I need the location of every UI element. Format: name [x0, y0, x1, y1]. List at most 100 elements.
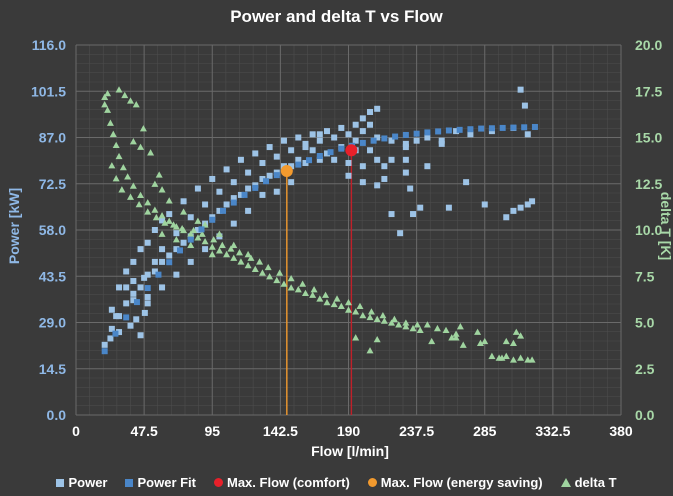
delta-t-point	[201, 237, 209, 245]
y-left-tick-label: 87.0	[39, 130, 66, 146]
power-fit-point	[263, 178, 270, 185]
power-point	[173, 230, 180, 237]
x-tick-label: 0	[72, 423, 80, 439]
power-point	[259, 191, 266, 198]
delta-t-point	[280, 280, 288, 287]
delta-t-point	[210, 236, 218, 243]
power-point	[359, 128, 366, 135]
power-fit-point	[144, 285, 151, 292]
power-point	[144, 293, 151, 300]
power-point	[108, 325, 115, 332]
power-point	[316, 131, 323, 138]
power-point	[273, 188, 280, 195]
power-fit-point	[531, 123, 538, 130]
power-fit-point	[478, 125, 485, 132]
power-point	[187, 214, 194, 221]
delta-t-point	[476, 339, 484, 346]
power-point	[438, 137, 445, 144]
power-fit-point	[445, 127, 452, 134]
power-point	[141, 274, 148, 281]
delta-t-point	[352, 334, 360, 341]
y-right-tick-label: 2.5	[635, 361, 655, 377]
power-point	[424, 134, 431, 141]
power-point	[352, 137, 359, 144]
power-point	[173, 271, 180, 278]
power-point	[374, 156, 381, 163]
power-point	[521, 102, 528, 109]
delta-t-point	[124, 173, 132, 180]
delta-t-point	[301, 289, 309, 297]
power-point	[259, 160, 266, 167]
power-point	[413, 137, 420, 144]
delta-t-point	[395, 321, 403, 328]
legend: Power Power Fit Max. Flow (comfort) Max. Fl…	[0, 474, 673, 491]
legend-label: Power	[68, 475, 108, 490]
power-point	[116, 284, 123, 291]
delta-t-point	[416, 326, 424, 334]
power-fit-point	[521, 124, 528, 131]
delta-t-point	[144, 199, 152, 206]
delta-t-point	[287, 274, 295, 282]
power-fit-point	[338, 145, 345, 152]
delta-t-point	[172, 223, 180, 230]
delta-t-point	[147, 149, 155, 156]
delta-t-point	[402, 319, 410, 326]
power-point	[524, 201, 531, 208]
power-fit-point	[295, 161, 302, 168]
power-point	[359, 163, 366, 170]
legend-square-icon	[125, 478, 134, 487]
delta-t-point	[512, 328, 520, 335]
delta-t-point	[112, 175, 120, 182]
delta-t-point	[509, 339, 517, 346]
power-fit-point	[499, 124, 506, 131]
delta-t-point	[194, 217, 202, 224]
delta-t-point	[433, 324, 441, 332]
power-point	[194, 185, 201, 192]
power-point	[524, 131, 531, 138]
power-point	[309, 131, 316, 138]
y-right-tick-label: 10.0	[635, 222, 662, 238]
power-point	[266, 144, 273, 151]
delta-t-point	[152, 213, 160, 221]
power-point	[381, 163, 388, 170]
power-point	[388, 156, 395, 163]
power-point	[374, 182, 381, 189]
power-point	[338, 124, 345, 131]
legend-item: Power	[56, 474, 107, 491]
delta-t-point	[345, 299, 352, 306]
power-fit-point	[133, 299, 140, 306]
x-tick-label: 237.5	[399, 423, 434, 439]
delta-t-point	[367, 308, 375, 315]
y-right-tick-label: 5.0	[635, 315, 655, 331]
power-point	[517, 204, 524, 211]
delta-t-point	[258, 269, 266, 276]
power-point	[323, 128, 330, 135]
delta-t-point	[448, 334, 456, 341]
power-point	[141, 309, 148, 316]
delta-t-point	[178, 225, 186, 232]
legend-label: Max. Flow (energy saving)	[380, 475, 543, 490]
delta-t-point	[104, 89, 112, 97]
delta-t-point	[409, 324, 417, 332]
power-point	[130, 290, 137, 297]
delta-t-point	[309, 291, 317, 298]
delta-t-point	[502, 337, 510, 345]
power-point	[144, 239, 151, 246]
power-fit-point	[359, 139, 366, 146]
delta-t-point	[310, 286, 318, 293]
delta-t-point	[517, 354, 525, 361]
power-fit-point	[306, 157, 313, 164]
power-point	[173, 246, 180, 253]
y-left-tick-label: 101.5	[31, 83, 66, 99]
y-right-tick-label: 20.0	[635, 37, 662, 53]
power-point	[352, 121, 359, 128]
delta-t-point	[108, 162, 116, 169]
delta-t-point	[101, 101, 109, 108]
y-left-tick-label: 58.0	[39, 222, 66, 238]
power-point	[517, 86, 524, 93]
delta-t-point	[165, 197, 173, 204]
delta-t-point	[273, 276, 281, 284]
power-point	[113, 313, 120, 320]
power-point	[151, 258, 158, 265]
